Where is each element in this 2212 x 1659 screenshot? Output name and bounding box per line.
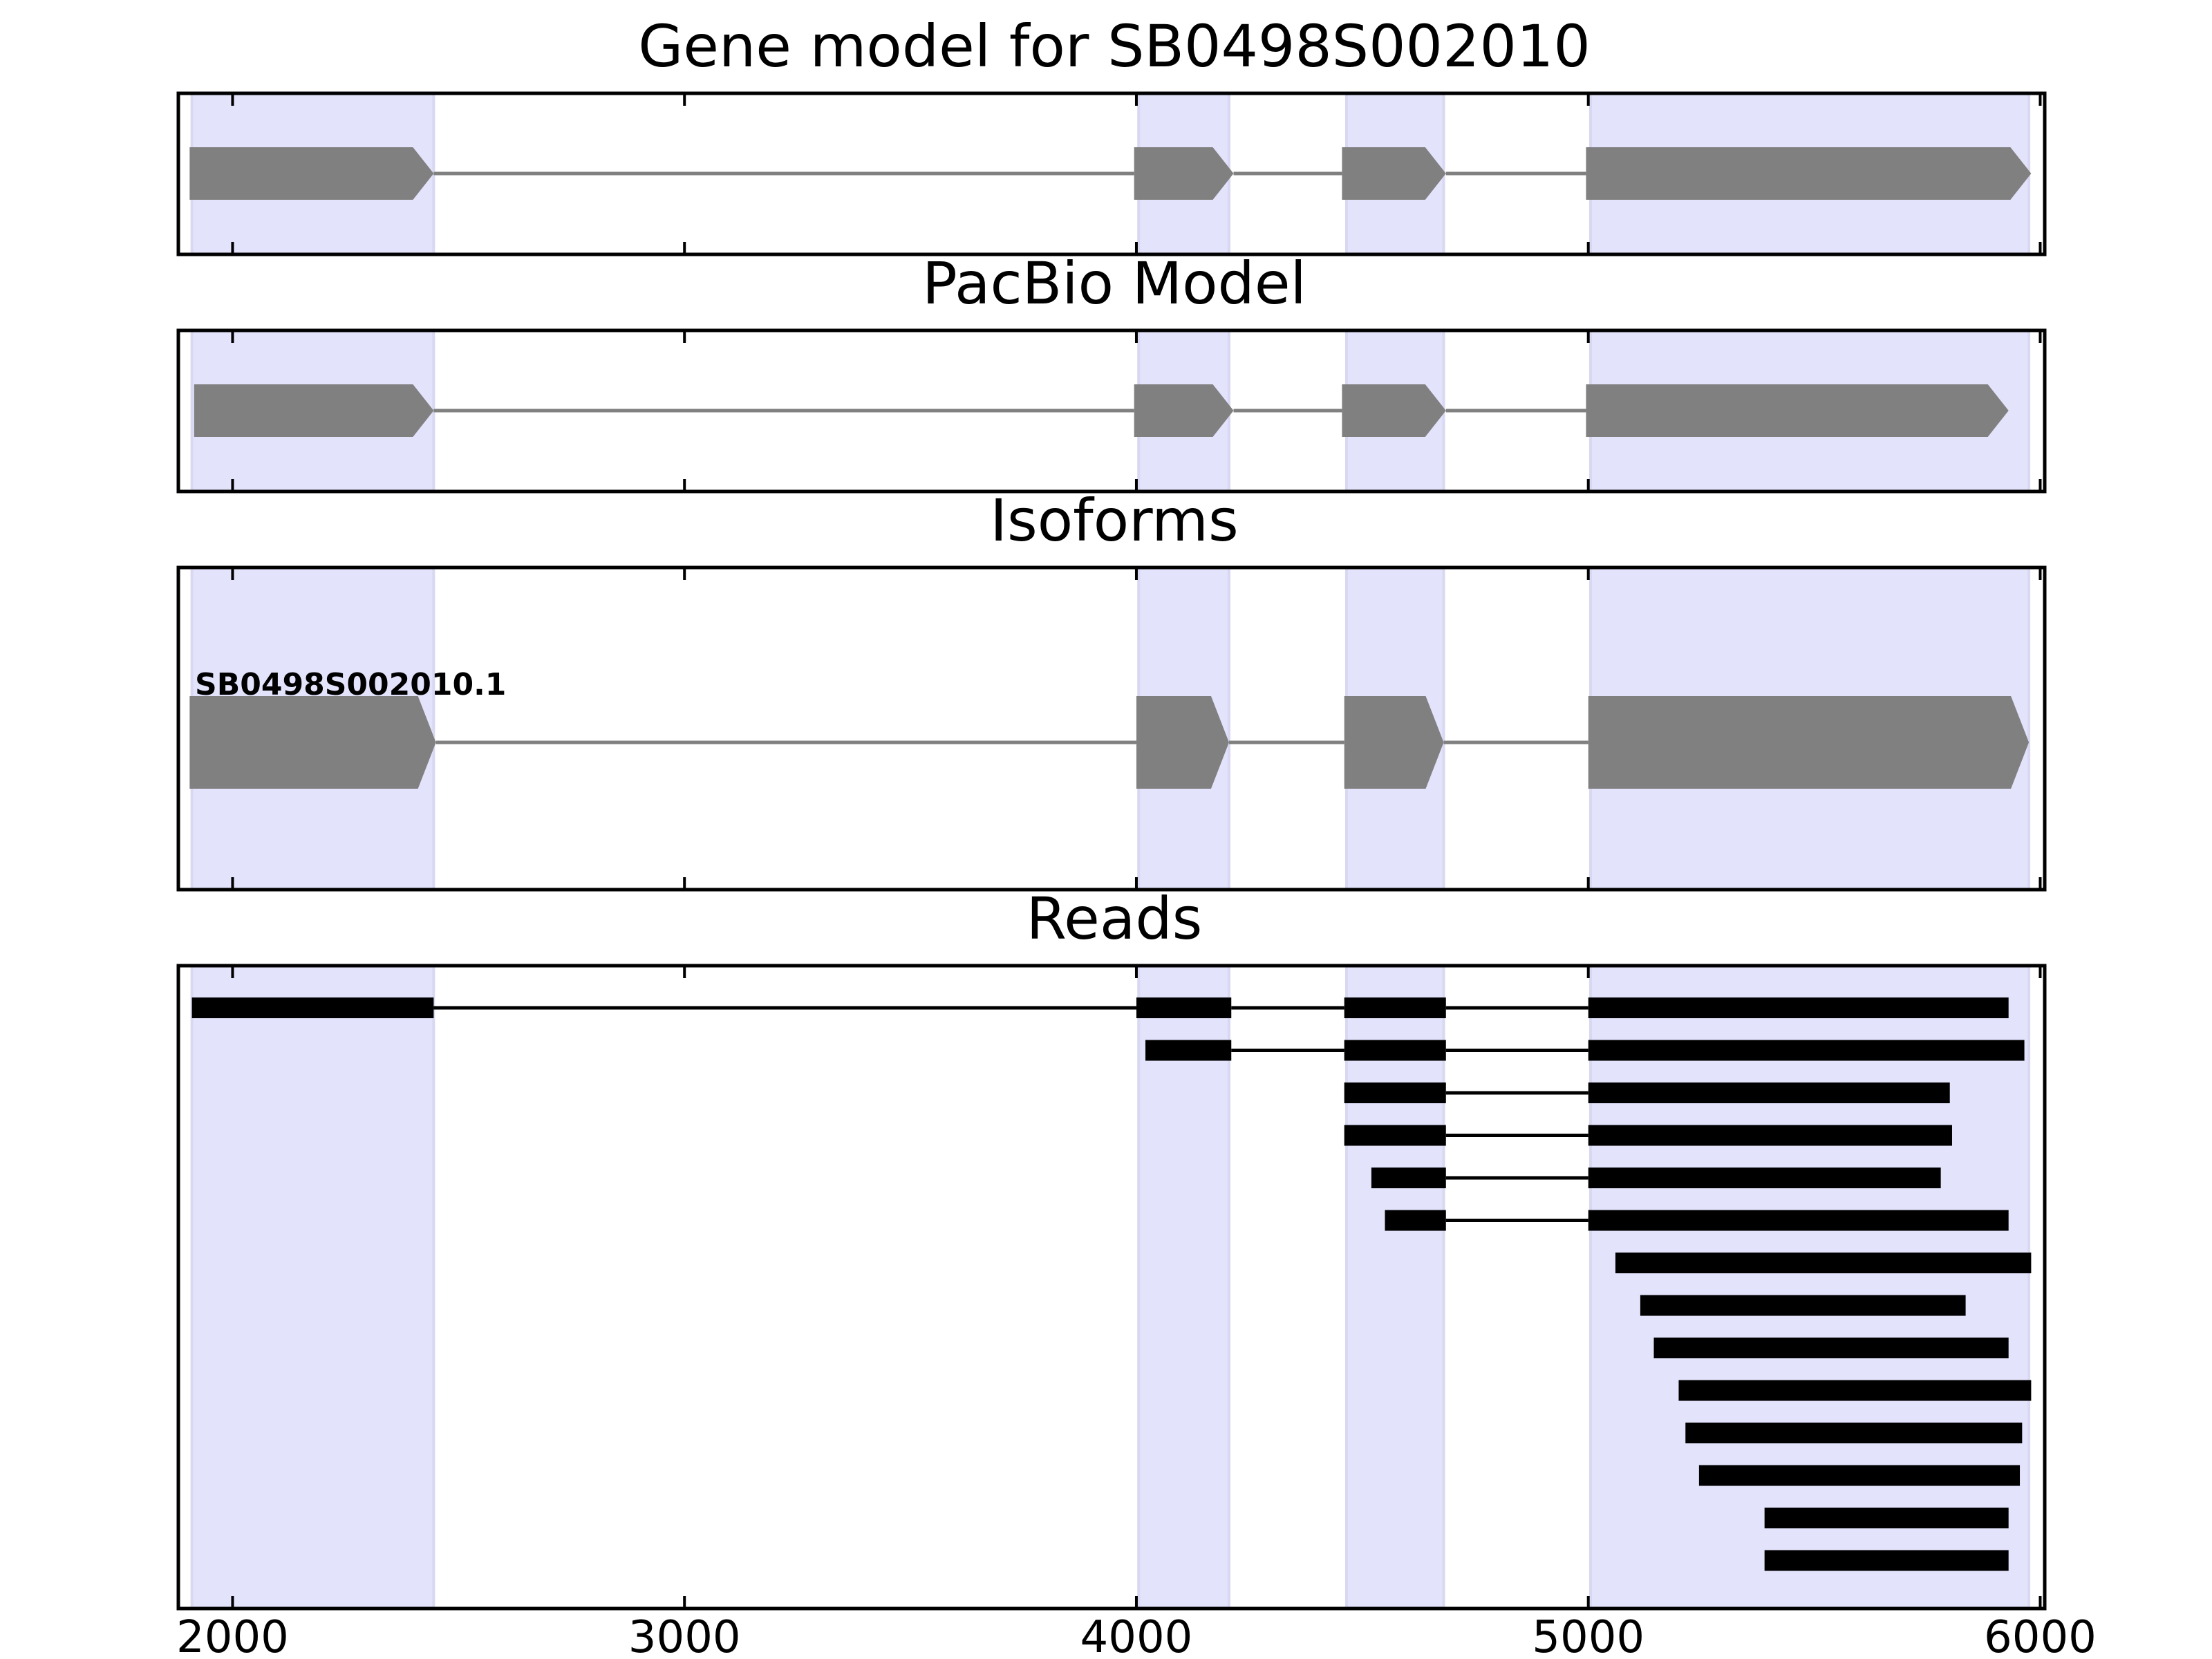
- read-block: [1588, 1168, 1941, 1188]
- read-block: [1344, 1082, 1446, 1103]
- panel-frame: [176, 964, 2047, 1611]
- exon-arrow: [189, 147, 434, 200]
- x-tick-label: 4000: [1080, 1612, 1193, 1659]
- read-block: [191, 997, 434, 1018]
- read-block: [1698, 1465, 2021, 1486]
- panel-frames-layer: [176, 91, 2047, 1611]
- panel-frame: [176, 565, 2047, 892]
- exon-arrow: [1588, 696, 2030, 789]
- features-layer: [189, 147, 2032, 1571]
- read-block: [1385, 1210, 1446, 1231]
- exon-shading-band: [1137, 964, 1230, 1610]
- read-block: [1136, 997, 1232, 1018]
- read-block: [1640, 1295, 1966, 1316]
- pacbio-model-title: PacBio Model: [922, 250, 1306, 317]
- read-block: [1588, 1040, 2025, 1061]
- exon-arrow: [1134, 384, 1234, 437]
- read-block: [1615, 1253, 2032, 1273]
- gene-model-title: Gene model for SB0498S002010: [638, 12, 1591, 80]
- read-block: [1145, 1040, 1232, 1061]
- exon-arrow: [1342, 384, 1446, 437]
- exon-arrow: [194, 384, 434, 437]
- x-tick-label: 6000: [1984, 1612, 2097, 1659]
- read-block: [1588, 1082, 1950, 1103]
- exon-shading-band: [1588, 964, 2031, 1610]
- read-block: [1685, 1423, 2023, 1443]
- reads-title: Reads: [1027, 885, 1203, 953]
- read-block: [1764, 1508, 2009, 1528]
- exon-arrow: [1342, 147, 1446, 200]
- x-tick-label: 2000: [176, 1612, 289, 1659]
- exon-arrow: [1136, 696, 1229, 789]
- read-block: [1588, 997, 2009, 1018]
- panel-frame: [176, 91, 2047, 256]
- exon-arrow: [1586, 147, 2032, 200]
- panel-frame: [176, 328, 2047, 494]
- x-tick-label: 3000: [628, 1612, 741, 1659]
- read-block: [1371, 1168, 1446, 1188]
- read-block: [1653, 1338, 2009, 1358]
- exon-shading-band: [1344, 964, 1445, 1610]
- read-block: [1344, 1040, 1446, 1061]
- exon-arrow: [189, 696, 436, 789]
- exon-arrow: [1134, 147, 1234, 200]
- x-axis-ticks-layer: 2000 3000 4000 5000 6000: [176, 93, 2097, 1659]
- x-tick-label: 5000: [1532, 1612, 1644, 1659]
- isoform-label: SB0498S002010.1: [195, 667, 506, 702]
- read-block: [1588, 1210, 2009, 1231]
- exon-arrow: [1344, 696, 1444, 789]
- read-block: [1764, 1550, 2009, 1571]
- exon-shading-band: [190, 964, 435, 1610]
- read-block: [1344, 997, 1446, 1018]
- exon-arrow: [1586, 384, 2009, 437]
- isoforms-title: Isoforms: [990, 487, 1239, 554]
- read-block: [1344, 1125, 1446, 1146]
- read-block: [1678, 1380, 2032, 1401]
- read-block: [1588, 1125, 1952, 1146]
